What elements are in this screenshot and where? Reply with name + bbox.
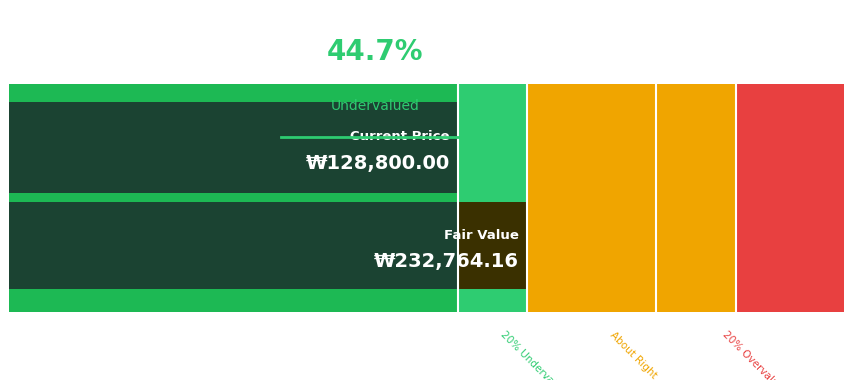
Text: 20% Overvalued: 20% Overvalued	[720, 330, 788, 380]
Text: 44.7%: 44.7%	[326, 38, 423, 66]
Bar	[9, 84, 458, 312]
Text: About Right: About Right	[607, 330, 658, 380]
Text: ₩232,764.16: ₩232,764.16	[373, 252, 518, 271]
Bar	[656, 84, 735, 312]
Bar	[9, 202, 458, 289]
Bar	[9, 102, 458, 193]
Bar	[735, 84, 843, 312]
Text: ₩128,800.00: ₩128,800.00	[305, 154, 449, 173]
Text: Undervalued: Undervalued	[331, 99, 419, 113]
Bar	[527, 84, 656, 312]
Text: 20% Undervalued: 20% Undervalued	[498, 330, 571, 380]
Bar	[458, 84, 527, 312]
Text: Current Price: Current Price	[350, 130, 449, 143]
Bar	[458, 202, 527, 289]
Text: Fair Value: Fair Value	[443, 229, 518, 242]
